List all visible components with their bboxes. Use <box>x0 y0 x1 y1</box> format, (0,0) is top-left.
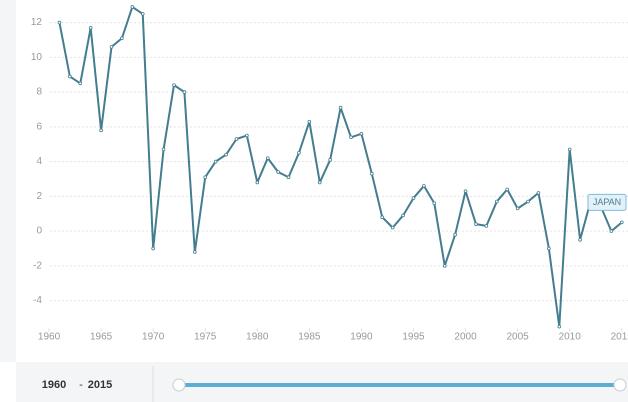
y-tick-label: 0 <box>36 226 42 237</box>
x-tick-label: 2000 <box>454 332 477 343</box>
x-tick-label: 2005 <box>507 332 530 343</box>
y-tick-label: 6 <box>36 121 42 132</box>
point <box>172 83 176 87</box>
point <box>547 246 551 251</box>
x-tick-label: 1985 <box>298 332 321 343</box>
range-handle-right[interactable] <box>613 378 627 392</box>
point <box>328 158 332 162</box>
point <box>422 184 426 188</box>
point <box>359 131 364 136</box>
point <box>234 137 239 141</box>
side-strip <box>0 0 16 362</box>
point <box>120 36 124 41</box>
point <box>265 156 270 160</box>
point <box>474 222 478 226</box>
point <box>224 152 228 157</box>
point <box>536 191 541 195</box>
x-tick-label: 1980 <box>246 332 269 343</box>
point <box>390 225 395 230</box>
point <box>557 324 562 329</box>
x-tick-label: 1995 <box>402 332 425 343</box>
y-tick-label: 2 <box>36 191 42 202</box>
point <box>109 45 114 49</box>
point <box>88 26 93 30</box>
point <box>151 246 155 251</box>
point <box>276 170 280 174</box>
series-label-box <box>587 193 627 211</box>
point <box>307 119 312 124</box>
point <box>495 199 499 204</box>
range-handle-left[interactable] <box>172 378 186 392</box>
range-separator: - <box>79 379 83 391</box>
x-tick-label: 2010 <box>559 332 582 343</box>
range-start: 1960 <box>42 379 66 391</box>
point <box>578 237 582 242</box>
point <box>442 264 447 268</box>
point <box>370 171 374 176</box>
point <box>255 180 260 185</box>
x-tick-label: 1965 <box>90 332 113 343</box>
point <box>99 128 103 133</box>
y-tick-label: 8 <box>36 87 42 98</box>
point <box>380 215 385 219</box>
point <box>203 175 208 180</box>
x-tick-label: 1970 <box>142 332 165 343</box>
point <box>193 250 197 254</box>
point <box>245 133 249 138</box>
point <box>463 189 468 193</box>
point <box>213 159 218 164</box>
y-tick-label: 12 <box>31 17 43 28</box>
point <box>609 229 614 233</box>
point <box>57 20 62 25</box>
point <box>515 206 520 211</box>
point <box>484 224 489 228</box>
point <box>567 147 572 152</box>
point <box>349 135 353 140</box>
point <box>619 220 624 225</box>
point <box>317 180 322 185</box>
x-tick-label: 1990 <box>350 332 373 343</box>
y-tick-label: -2 <box>33 260 42 271</box>
point <box>161 147 166 152</box>
line-series <box>58 5 623 328</box>
x-tick-label: 2015 <box>611 332 628 343</box>
point <box>453 232 457 237</box>
point <box>140 12 145 16</box>
range-panel <box>16 362 628 402</box>
point <box>182 90 187 94</box>
range-end: 2015 <box>88 379 112 391</box>
point <box>338 105 343 110</box>
point <box>432 201 437 206</box>
point <box>297 151 301 155</box>
y-tick-label: 4 <box>36 156 42 167</box>
point <box>78 81 83 86</box>
point <box>505 187 510 192</box>
point <box>286 175 291 180</box>
point <box>411 196 416 200</box>
y-tick-label: 10 <box>31 52 43 63</box>
point <box>401 213 405 218</box>
point <box>526 199 530 204</box>
point <box>68 74 72 79</box>
point <box>130 5 135 9</box>
y-tick-label: -4 <box>33 295 42 306</box>
x-tick-label: 1975 <box>194 332 217 343</box>
x-tick-label: 1960 <box>38 332 61 343</box>
series-label: JAPAN <box>593 197 621 207</box>
